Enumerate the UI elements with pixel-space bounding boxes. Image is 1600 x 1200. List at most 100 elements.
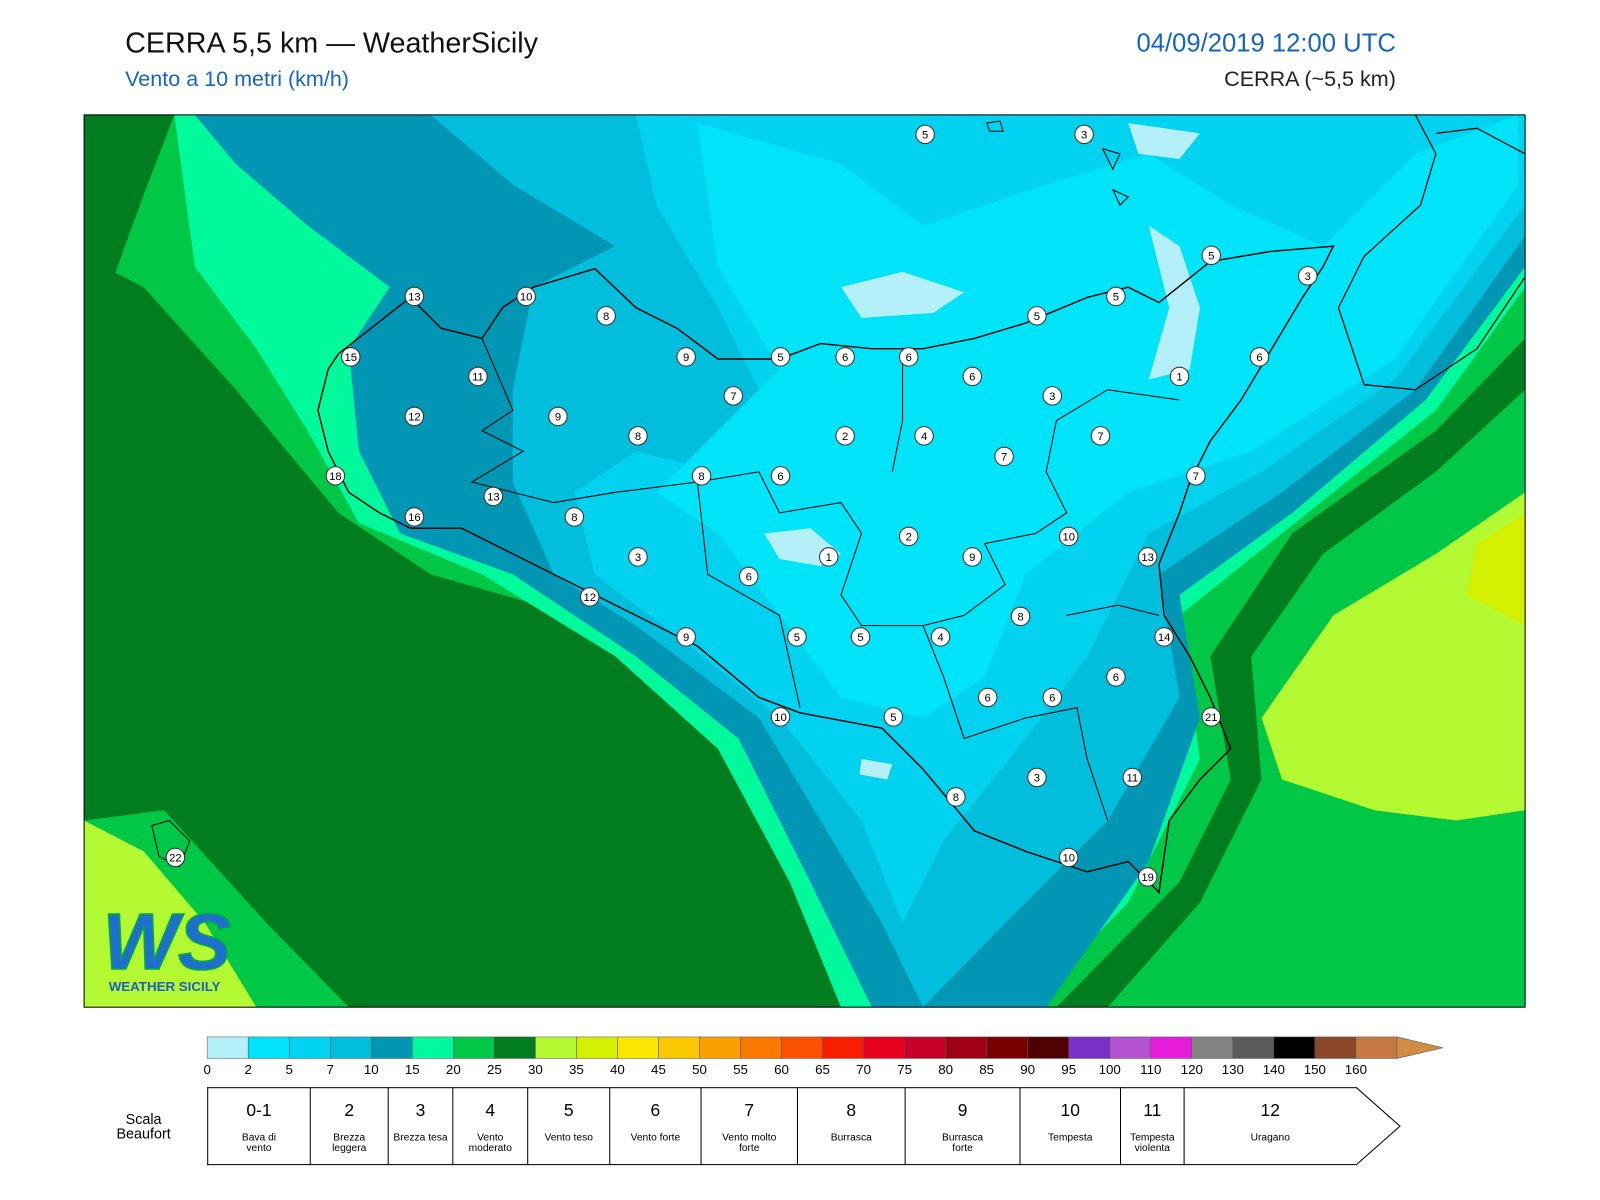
colorbar-tick-label: 160: [1345, 1062, 1367, 1077]
beaufort-force: 5: [563, 1100, 574, 1120]
station-marker: [165, 847, 186, 868]
station-marker: [835, 426, 855, 446]
beaufort-name: Tempesta violenta: [1130, 1132, 1175, 1154]
colorbar-tick-label: 110: [1140, 1062, 1161, 1077]
colorbar-tick-label: 20: [446, 1062, 461, 1077]
station-value: 9: [555, 412, 561, 424]
station-value: 10: [1062, 853, 1075, 865]
beaufort-force: 9: [957, 1100, 968, 1120]
station-value: 9: [969, 552, 975, 564]
colorbar-swatch: [371, 1036, 413, 1059]
station-value: 10: [1062, 532, 1075, 544]
colorbar-tick-label: 25: [487, 1062, 502, 1077]
colorbar-tick-label: 40: [610, 1062, 625, 1077]
beaufort-class: 12 Uragano: [1183, 1087, 1356, 1166]
beaufort-class: 8 Burrasca: [796, 1087, 905, 1166]
beaufort-label: Scala Beaufort: [116, 1110, 171, 1142]
station-marker: [1058, 847, 1079, 868]
station-value: 7: [1001, 452, 1007, 464]
colorbar-swatch: [699, 1036, 741, 1059]
station-marker: [914, 426, 934, 446]
station-marker: [341, 347, 361, 367]
colorbar-tick-label: 100: [1099, 1062, 1121, 1077]
station-value: 8: [1017, 612, 1023, 624]
colorbar-swatch: [1273, 1036, 1316, 1059]
station-value: 5: [1113, 292, 1119, 304]
station-marker: [770, 707, 791, 727]
station-marker: [787, 627, 807, 647]
station-marker: [1042, 687, 1063, 708]
colorbar-swatch: [329, 1036, 372, 1059]
beaufort-name: Tempesta: [1048, 1132, 1093, 1144]
beaufort-arrow: [1355, 1086, 1401, 1166]
beaufort-force: 6: [650, 1100, 661, 1120]
station-value: 8: [571, 512, 577, 524]
station-value: 13: [487, 492, 500, 504]
beaufort-class: 7 Vento molto forte: [700, 1087, 797, 1166]
station-value: 6: [1113, 672, 1119, 684]
colorbar-tick-label: 30: [528, 1062, 543, 1077]
station-marker: [1137, 547, 1158, 567]
colorbar-swatch: [986, 1036, 1028, 1059]
colorbar-swatch: [781, 1036, 823, 1059]
colorbar-swatch: [1191, 1036, 1234, 1059]
beaufort-force: 11: [1143, 1100, 1162, 1120]
station-marker: [898, 347, 919, 367]
station-value: 6: [906, 352, 912, 364]
station-marker: [1137, 867, 1158, 887]
colorbar-tick-label: 5: [286, 1062, 293, 1077]
station-value: 8: [635, 431, 641, 443]
station-marker: [835, 347, 855, 367]
station-marker: [1186, 466, 1206, 486]
station-value: 12: [583, 592, 596, 604]
station-marker: [483, 486, 504, 507]
station-marker: [1074, 124, 1094, 145]
colorbar-tick-label: 75: [897, 1062, 912, 1077]
station-marker: [325, 466, 346, 486]
colorbar-swatch: [1355, 1036, 1398, 1059]
beaufort-force: 2: [344, 1100, 355, 1120]
model: CERRA (~5,5 km): [1224, 67, 1396, 92]
station-value: 8: [698, 471, 704, 483]
beaufort-force: 3: [415, 1100, 426, 1120]
colorbar-tick-label: 65: [815, 1062, 830, 1077]
station-marker: [691, 466, 712, 486]
station-value: 16: [408, 512, 421, 524]
beaufort-force: 8: [846, 1100, 857, 1120]
station-marker: [468, 366, 488, 387]
beaufort-name: Burrasca forte: [942, 1132, 984, 1154]
station-marker: [818, 547, 839, 567]
subtitle: Vento a 10 metri (km/h): [125, 67, 349, 92]
colorbar-tick-label: 85: [979, 1062, 994, 1077]
station-value: 5: [890, 712, 896, 724]
colorbar-swatch: [576, 1036, 618, 1059]
colorbar-tick-label: 60: [774, 1062, 789, 1077]
station-value: 13: [1141, 552, 1154, 564]
title: CERRA 5,5 km — WeatherSicily: [125, 26, 538, 59]
station-value: 5: [922, 129, 928, 141]
colorbar-swatch: [740, 1036, 782, 1059]
colorbar-swatch: [453, 1036, 495, 1059]
colorbar-swatch: [658, 1036, 700, 1059]
station-marker: [564, 507, 585, 527]
station-marker: [1058, 526, 1079, 547]
map-frame: [83, 114, 1526, 1008]
colorbar-swatch: [904, 1036, 946, 1059]
colorbar-tick-label: 35: [569, 1062, 584, 1077]
colorbar-swatch: [1068, 1036, 1110, 1059]
station-marker: [404, 406, 425, 427]
colorbar-tick-label: 80: [938, 1062, 953, 1077]
station-marker: [1027, 767, 1047, 788]
station-value: 7: [1193, 471, 1199, 483]
colorbar-swatch: [1027, 1036, 1069, 1059]
station-value: 14: [1158, 632, 1171, 644]
station-value: 6: [842, 352, 848, 364]
station-value: 4: [937, 632, 943, 644]
colorbar-tick-label: 7: [327, 1062, 334, 1077]
beaufort-class: 4 Vento moderato: [452, 1087, 528, 1166]
colorbar-swatch: [1150, 1036, 1193, 1059]
logo-mark: WS: [103, 897, 232, 986]
station-value: 22: [169, 853, 182, 865]
station-value: 5: [794, 632, 800, 644]
